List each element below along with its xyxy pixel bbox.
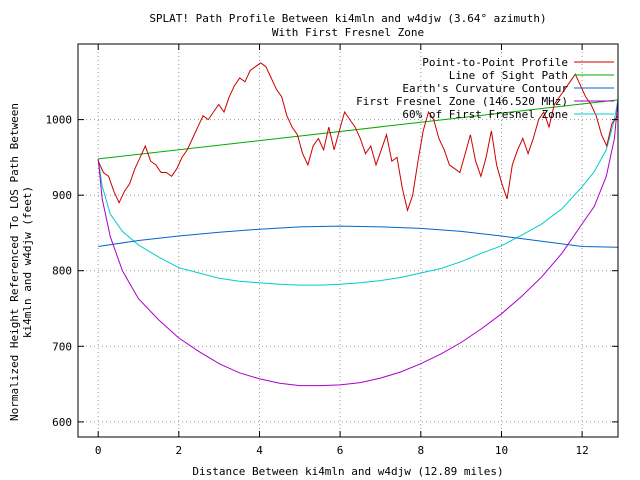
y-axis-label-line1: Normalized Height Referenced To LOS Path… [8,103,21,421]
x-tick-label: 0 [95,444,102,457]
legend-label: First Fresnel Zone (146.520 MHz) [356,95,568,108]
x-tick-label: 2 [175,444,182,457]
x-tick-label: 10 [495,444,508,457]
legend-label: Earth's Curvature Contour [402,82,568,95]
x-tick-label: 4 [256,444,263,457]
x-tick-label: 12 [575,444,588,457]
y-axis-label-line2: ki4mln and w4djw (feet) [21,186,34,338]
series-line-earth-s-curvature-contour [98,225,619,248]
y-tick-label: 1000 [46,114,73,127]
plot-frame [77,43,619,438]
chart-subtitle: With First Fresnel Zone [272,26,424,39]
y-tick-label: 900 [52,189,72,202]
legend-label: 60% of First Fresnel Zone [402,108,568,121]
x-tick-label: 6 [337,444,344,457]
axis-ticks: 0 2 4 6 8 10 12 600 700 800 900 1000 [46,44,618,457]
y-tick-label: 600 [52,416,72,429]
legend-label: Line of Sight Path [449,69,568,82]
plot-series [97,62,619,387]
y-tick-label: 800 [52,265,72,278]
grid-lines [78,44,618,437]
chart-title: SPLAT! Path Profile Between ki4mln and w… [149,12,546,25]
legend-label: Point-to-Point Profile [422,56,568,69]
series-line-first-fresnel-zone-146-520-mhz [97,99,619,387]
x-tick-label: 8 [417,444,424,457]
x-axis-label: Distance Between ki4mln and w4djw (12.89… [192,465,503,478]
series-line-60-of-first-fresnel-zone [97,99,619,286]
series-line-point-to-point-profile [97,62,619,213]
series-line-line-of-sight-path [98,99,619,160]
y-tick-label: 700 [52,340,72,353]
